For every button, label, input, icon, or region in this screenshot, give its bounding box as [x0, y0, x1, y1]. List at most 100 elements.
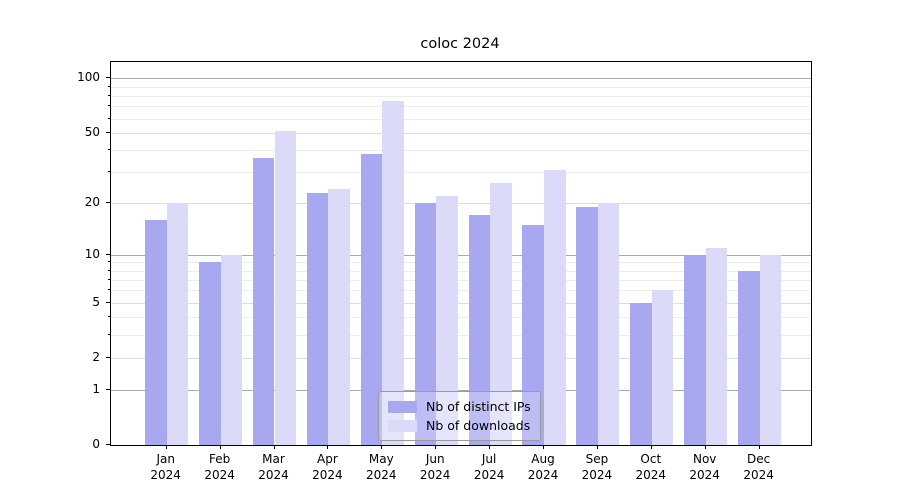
chart-title: coloc 2024	[420, 36, 500, 52]
legend-swatch-downloads	[388, 419, 417, 432]
y-minor-tick-mark	[108, 149, 110, 150]
x-axis-tick-label: Jun 2024	[419, 452, 451, 482]
bar-dec-distinct-ips	[738, 270, 760, 445]
minor-gridline	[111, 270, 811, 272]
x-axis-tick-label: Oct 2024	[635, 452, 667, 482]
y-minor-tick-mark	[108, 105, 110, 107]
minor-gridline	[111, 106, 811, 108]
y-axis-tick-label: 1	[92, 381, 100, 396]
bar-dec-downloads	[759, 254, 782, 445]
x-tick-mark	[489, 445, 491, 449]
bar-aug-distinct-ips	[522, 224, 544, 445]
bar-apr-distinct-ips	[306, 192, 329, 445]
major-gridline	[111, 302, 811, 304]
bar-jul-downloads	[490, 183, 512, 445]
x-axis-tick-label: Nov 2024	[689, 452, 720, 482]
major-gridline	[111, 203, 811, 205]
y-minor-tick-mark	[108, 269, 110, 271]
bar-sep-downloads	[597, 203, 620, 445]
y-axis-tick-label: 20	[84, 195, 100, 210]
x-tick-mark	[327, 445, 329, 449]
minor-gridline	[111, 317, 811, 319]
major-gridline	[111, 389, 811, 391]
y-tick-mark	[106, 444, 110, 445]
x-tick-mark	[165, 445, 167, 449]
y-tick-mark	[106, 356, 110, 358]
y-axis-tick-label: 5	[92, 294, 100, 309]
y-axis-tick-label: 100	[77, 70, 100, 85]
x-tick-mark	[435, 445, 437, 449]
x-tick-mark	[704, 445, 706, 449]
y-tick-mark	[106, 388, 110, 390]
x-axis-tick-label: Sep 2024	[581, 452, 613, 482]
y-minor-tick-mark	[108, 261, 110, 263]
x-tick-mark	[273, 445, 275, 449]
major-gridline	[111, 78, 811, 80]
y-minor-tick-mark	[108, 171, 110, 173]
bar-jan-distinct-ips	[145, 220, 167, 445]
bar-feb-downloads	[220, 254, 243, 445]
legend-swatch-distinct-ips	[388, 400, 417, 413]
bar-oct-downloads	[651, 290, 674, 445]
minor-gridline	[111, 290, 811, 292]
major-gridline	[111, 132, 811, 134]
x-tick-mark	[219, 445, 221, 449]
y-tick-mark	[106, 131, 110, 133]
x-tick-mark	[596, 445, 598, 449]
bar-jun-downloads	[436, 195, 458, 445]
plot-area	[110, 61, 812, 446]
x-tick-mark	[758, 445, 760, 449]
y-axis-tick-label: 0	[92, 437, 100, 451]
bar-jan-downloads	[166, 203, 189, 445]
bar-may-downloads	[382, 101, 404, 445]
minor-gridline	[111, 334, 811, 336]
y-minor-tick-mark	[108, 278, 110, 280]
y-minor-tick-mark	[108, 117, 110, 119]
y-axis-tick-label: 2	[92, 349, 100, 364]
legend-label-downloads: Nb of downloads	[426, 417, 531, 433]
y-tick-mark	[106, 202, 110, 204]
x-axis-tick-label: Dec 2024	[743, 452, 774, 482]
legend-entry-distinct-ips: Nb of distinct IPs	[388, 397, 531, 416]
y-axis-tick-label: 50	[84, 124, 100, 139]
y-tick-mark	[106, 77, 110, 79]
y-minor-tick-mark	[108, 333, 110, 335]
legend-entry-downloads: Nb of downloads	[388, 416, 531, 435]
y-minor-tick-mark	[108, 85, 110, 87]
bar-feb-distinct-ips	[199, 262, 221, 445]
bar-jul-distinct-ips	[468, 215, 491, 445]
minor-gridline	[111, 172, 811, 174]
y-minor-tick-mark	[108, 316, 110, 318]
bar-oct-distinct-ips	[630, 302, 652, 445]
major-gridline	[111, 254, 811, 256]
minor-gridline	[111, 95, 811, 97]
y-tick-mark	[106, 253, 110, 255]
bar-sep-distinct-ips	[576, 207, 598, 445]
bar-mar-downloads	[274, 131, 297, 445]
x-tick-mark	[543, 445, 544, 449]
x-axis-tick-label: May 2024	[366, 452, 397, 482]
minor-gridline	[111, 150, 811, 151]
bar-nov-downloads	[705, 247, 728, 445]
x-axis-tick-label: Aug 2024	[527, 452, 559, 482]
bar-aug-downloads	[544, 169, 566, 445]
y-axis-tick-label: 10	[84, 246, 100, 261]
x-axis-tick-label: Feb 2024	[204, 452, 235, 482]
bar-nov-distinct-ips	[684, 254, 706, 445]
minor-gridline	[111, 262, 811, 264]
x-axis-tick-label: Mar 2024	[258, 452, 289, 482]
x-axis-tick-label: Apr 2024	[312, 452, 343, 482]
legend-label-distinct-ips: Nb of distinct IPs	[426, 398, 531, 414]
legend: Nb of distinct IPs Nb of downloads	[378, 391, 541, 441]
bar-mar-distinct-ips	[252, 158, 275, 445]
x-axis-tick-label: Jul 2024	[473, 452, 505, 482]
x-tick-mark	[381, 445, 383, 449]
major-gridline	[111, 357, 811, 359]
minor-gridline	[111, 86, 811, 88]
y-minor-tick-mark	[108, 289, 110, 291]
x-axis-tick-label: Jan 2024	[150, 452, 181, 482]
minor-gridline	[111, 279, 811, 281]
bar-jun-distinct-ips	[414, 203, 437, 445]
minor-gridline	[111, 118, 811, 120]
